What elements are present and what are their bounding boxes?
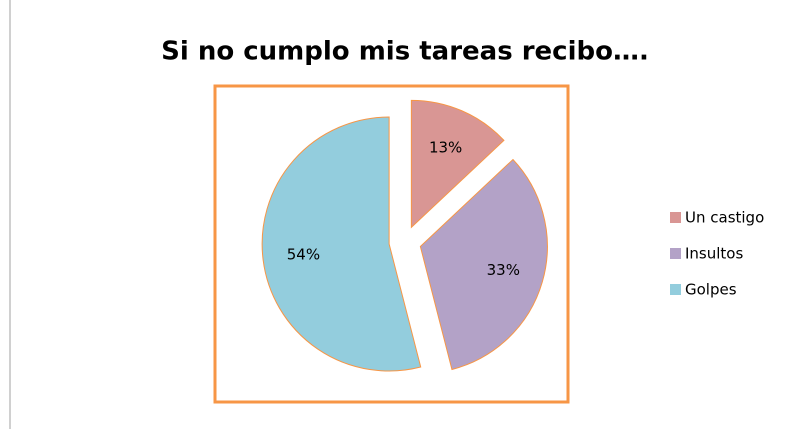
pie-slice bbox=[410, 99, 505, 229]
data-label: 54% bbox=[287, 245, 320, 263]
legend-swatch bbox=[670, 212, 681, 223]
legend-swatch bbox=[670, 284, 681, 295]
data-label: 33% bbox=[487, 261, 520, 279]
pie-slice bbox=[261, 116, 422, 372]
pie-slice bbox=[419, 158, 548, 371]
legend-swatch bbox=[670, 248, 681, 259]
data-label: 13% bbox=[429, 139, 462, 157]
legend-label: Insultos bbox=[685, 245, 743, 263]
chart-title: Si no cumplo mis tareas recibo…. bbox=[161, 37, 649, 67]
legend-label: Golpes bbox=[685, 281, 737, 299]
legend-label: Un castigo bbox=[685, 209, 764, 227]
plot-area bbox=[213, 84, 570, 404]
